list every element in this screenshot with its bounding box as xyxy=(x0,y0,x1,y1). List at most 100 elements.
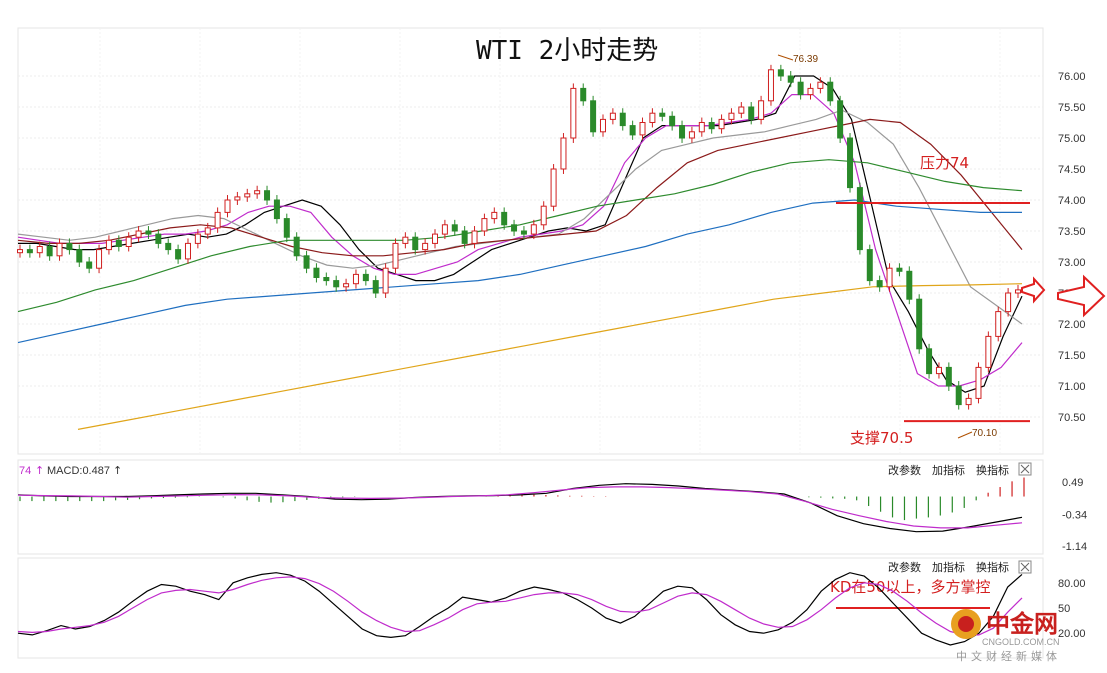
macd-label: MACD:0.487 xyxy=(47,465,110,477)
main-panel-frame xyxy=(17,27,1044,455)
y-tick-label: 74.00 xyxy=(1058,195,1086,207)
y-tick-label: 75.00 xyxy=(1058,133,1086,145)
chart-title: WTI 2小时走势 xyxy=(476,36,658,66)
candle-body xyxy=(372,280,379,294)
logo-url-text: CNGOLD.COM.CN xyxy=(982,637,1060,647)
cngold-logo: 中金网 CNGOLD.COM.CN 中文财经新媒体 xyxy=(951,609,1060,663)
candle-body xyxy=(313,267,320,279)
macd-toolbar: 改参数 加指标 换指标 xyxy=(888,462,1032,477)
candle-body xyxy=(273,199,280,220)
candle-body xyxy=(896,267,903,272)
candle-body xyxy=(787,75,794,83)
candle-body xyxy=(17,249,23,254)
candle-body xyxy=(866,249,873,282)
ma-line xyxy=(17,93,1023,387)
candle-body xyxy=(184,242,191,260)
candle-body xyxy=(520,230,527,235)
candle-body xyxy=(96,249,103,269)
ma-line xyxy=(77,283,1023,430)
ma-line xyxy=(17,118,1023,257)
candle-body xyxy=(649,112,656,123)
candle-body xyxy=(797,81,804,96)
candle-body xyxy=(412,236,419,251)
candle-body xyxy=(629,125,636,136)
candle-body xyxy=(758,100,765,120)
candle-body xyxy=(451,224,458,232)
candle-body xyxy=(599,118,606,133)
candle-body xyxy=(254,190,261,195)
candle-body xyxy=(728,112,735,120)
y-tick-label: 71.00 xyxy=(1058,381,1086,393)
candle-body xyxy=(886,267,893,288)
candle-body xyxy=(906,270,913,300)
candle-body xyxy=(935,366,942,375)
candle-body xyxy=(214,211,221,229)
macd-y-ticks: 0.49 -0.34 -1.14 xyxy=(1062,477,1087,553)
candle-body xyxy=(590,100,597,133)
y-tick-label: 74.50 xyxy=(1058,164,1086,176)
high-label: 76.39 xyxy=(793,54,818,65)
macd-line xyxy=(17,483,1023,533)
candle-body xyxy=(985,335,992,368)
candle-body xyxy=(708,122,715,130)
candle-body xyxy=(244,193,251,198)
candle-body xyxy=(86,261,93,269)
candle-body xyxy=(392,242,399,269)
candle-body xyxy=(609,112,616,120)
candle-body xyxy=(916,298,923,350)
macd-prefix: 74 xyxy=(19,465,31,477)
candle-body xyxy=(777,69,784,77)
candle-body xyxy=(323,277,330,282)
candle-body xyxy=(945,366,952,387)
candle-body xyxy=(698,122,705,133)
kd-tool-add[interactable]: 加指标 xyxy=(932,560,965,574)
candle-body xyxy=(422,242,429,251)
moving-average-lines xyxy=(17,75,1023,430)
candle-body xyxy=(639,122,646,136)
kd-lines xyxy=(17,572,1023,646)
macd-y-tick: -1.14 xyxy=(1062,541,1087,553)
y-tick-label: 73.00 xyxy=(1058,257,1086,269)
candle-body xyxy=(511,224,518,232)
candle-body xyxy=(333,280,340,288)
candle-body xyxy=(738,106,745,114)
candle-body xyxy=(995,311,1002,337)
kd-y-tick: 80.00 xyxy=(1058,578,1086,590)
macd-tool-add[interactable]: 加指标 xyxy=(932,463,965,477)
logo-main-text: 中金网 xyxy=(986,610,1058,638)
candle-body xyxy=(66,242,73,251)
main-y-ticks: 76.0075.5075.0074.5074.0073.5073.0072.50… xyxy=(1058,71,1086,424)
candle-body xyxy=(1015,289,1021,294)
macd-y-tick: 0.49 xyxy=(1062,477,1083,489)
candle-body xyxy=(26,249,33,254)
macd-y-tick: -0.34 xyxy=(1062,510,1087,522)
candle-body xyxy=(105,239,112,251)
candle-body xyxy=(975,366,982,399)
candle-body xyxy=(856,187,863,251)
y-tick-label: 76.00 xyxy=(1058,71,1086,83)
candle-body xyxy=(540,205,547,226)
candle-body xyxy=(56,242,63,257)
kd-tool-params[interactable]: 改参数 xyxy=(888,560,921,574)
kd-tool-switch[interactable]: 换指标 xyxy=(976,560,1009,574)
ma-line xyxy=(17,199,1022,344)
candlesticks xyxy=(17,64,1021,410)
high-callout-line xyxy=(777,54,794,61)
candle-body xyxy=(817,81,824,89)
candle-body xyxy=(234,196,241,201)
candle-body xyxy=(955,385,962,406)
candle-body xyxy=(550,168,557,207)
candle-body xyxy=(767,69,774,102)
macd-panel-frame xyxy=(17,459,1044,555)
macd-tool-params[interactable]: 改参数 xyxy=(888,463,921,477)
arrow-right-icon-outer xyxy=(1057,274,1106,318)
candle-body xyxy=(471,230,478,244)
candle-body xyxy=(560,137,567,170)
candle-body xyxy=(748,106,755,120)
candle-body xyxy=(965,397,972,406)
candle-body xyxy=(135,230,142,238)
macd-tool-switch[interactable]: 换指标 xyxy=(976,463,1009,477)
candle-body xyxy=(847,137,854,189)
candle-body xyxy=(432,233,439,244)
